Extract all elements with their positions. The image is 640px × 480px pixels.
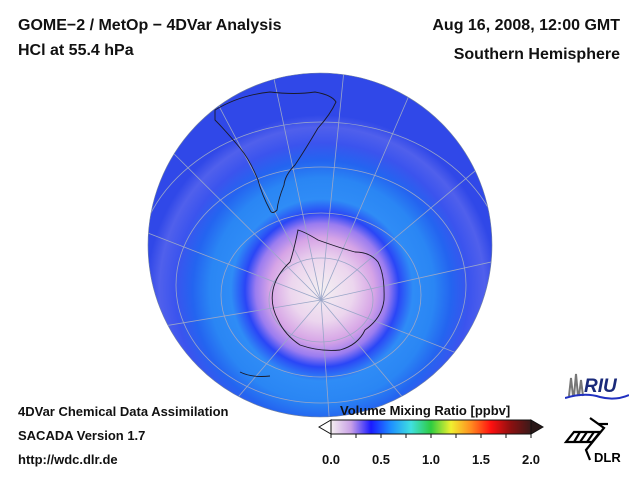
river-wave-icon — [565, 393, 629, 400]
coastlines — [214, 91, 385, 377]
hemisphere-label: Southern Hemisphere — [453, 46, 620, 63]
colorbar-tick-label: 1.0 — [421, 452, 441, 467]
colorbar-tick-label: 2.0 — [521, 452, 541, 467]
dlr-logo: DLR — [563, 417, 621, 465]
colorbar-tick-label: 1.5 — [471, 452, 491, 467]
colorbar-tick-label: 0.5 — [371, 452, 391, 467]
date-label: Aug 16, 2008, 12:00 GMT — [432, 17, 620, 34]
globe-rim — [147, 72, 493, 418]
riu-logo-text: RIU — [584, 376, 618, 397]
colorbar-tick-label: 0.0 — [321, 452, 341, 467]
dlr-logo-text: DLR — [594, 450, 621, 465]
footer-url: http://wdc.dlr.de — [18, 452, 118, 467]
title-line-1: GOME−2 / MetOp − 4DVar Analysis — [18, 17, 282, 34]
australia-coast — [239, 371, 271, 377]
graticule — [148, 73, 492, 417]
south-america-outline — [214, 91, 337, 213]
title-line-2: HCl at 55.4 hPa — [18, 42, 134, 59]
colorbar-title: Volume Mixing Ratio [ppbv] — [340, 403, 511, 418]
colorbar-under-arrow — [318, 419, 332, 435]
antarctica-outline — [271, 229, 385, 351]
dlr-emblem-icon — [563, 417, 608, 461]
riu-logo: RIU — [565, 373, 629, 400]
footer-line-1: 4DVar Chemical Data Assimilation — [18, 404, 229, 419]
footer-line-2: SACADA Version 1.7 — [18, 428, 146, 443]
globe-disc — [148, 73, 492, 417]
colorbar — [318, 419, 544, 438]
colorbar-ticks — [330, 434, 532, 438]
colorbar-over-arrow — [530, 419, 544, 435]
cathedral-icon — [568, 373, 584, 397]
colorbar-gradient — [330, 419, 532, 435]
